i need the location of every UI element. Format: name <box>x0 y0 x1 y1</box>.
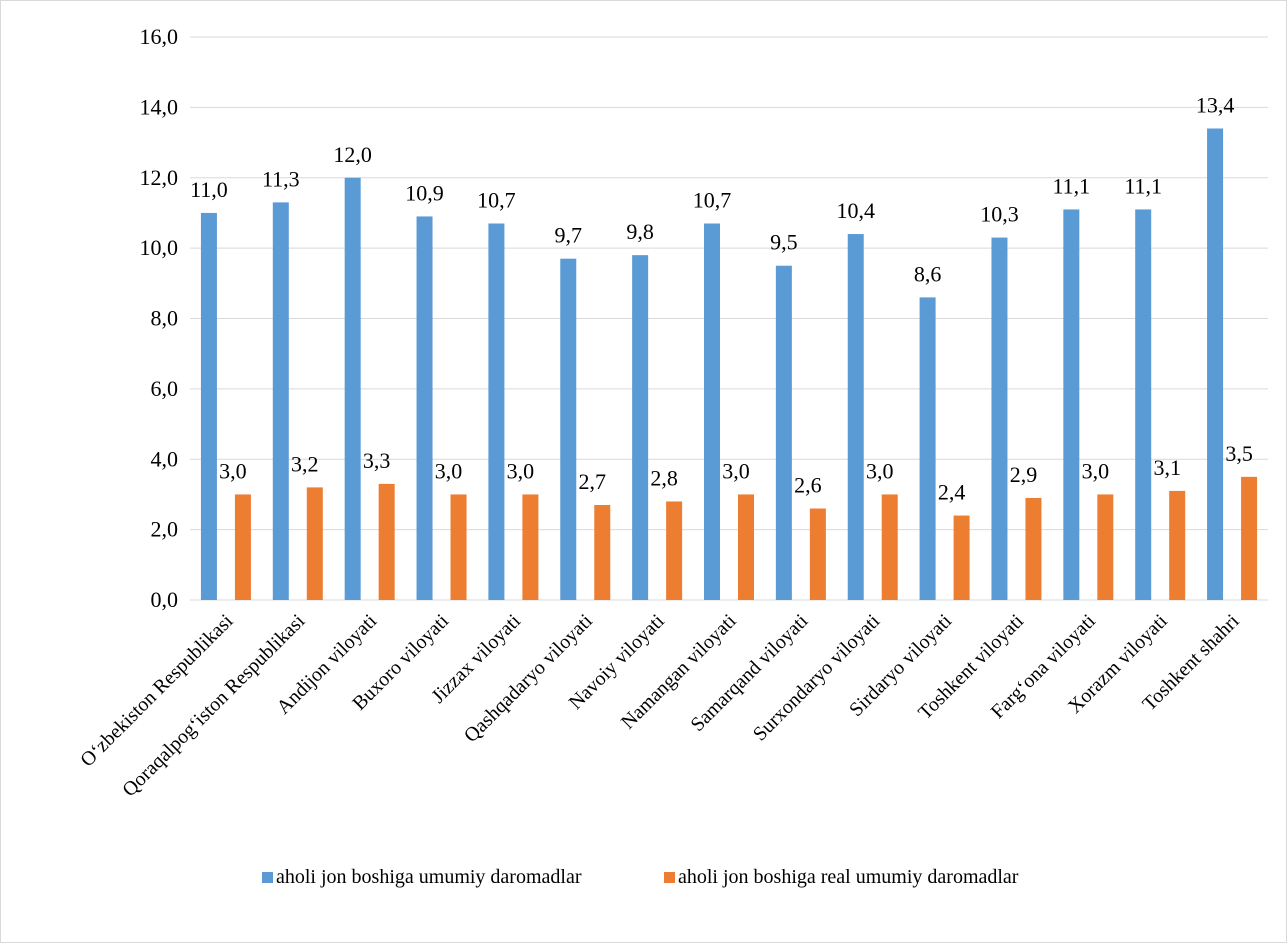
data-labels: 11,0 11,3 12,0 10,9 10,7 9,7 9,8 10,7 9,5 10,4 8,6… <box>190 92 1253 504</box>
bar-real-income <box>809 508 826 600</box>
data-label-real-income: 3,0 <box>435 458 463 483</box>
data-label-total-income: 12,0 <box>333 142 372 167</box>
data-label-real-income: 2,8 <box>650 465 678 490</box>
y-tick-label: 2,0 <box>151 517 179 542</box>
data-label-real-income: 3,3 <box>363 448 391 473</box>
bar-total-income <box>272 202 289 600</box>
bar-total-income <box>1063 209 1080 600</box>
data-label-total-income: 11,1 <box>1052 173 1090 198</box>
bar-total-income <box>1207 128 1224 601</box>
bar-total-income <box>847 234 864 601</box>
data-label-real-income: 3,0 <box>507 458 535 483</box>
y-tick-label: 8,0 <box>151 306 179 331</box>
data-label-real-income: 2,6 <box>794 473 822 498</box>
data-label-total-income: 9,5 <box>770 230 798 255</box>
data-label-total-income: 9,8 <box>626 219 654 244</box>
data-label-total-income: 10,7 <box>477 187 516 212</box>
bar-real-income <box>1241 476 1258 600</box>
legend-swatch <box>664 872 675 883</box>
data-label-total-income: 9,7 <box>555 223 583 248</box>
bar-total-income <box>919 297 936 600</box>
bar-real-income <box>522 494 539 600</box>
data-label-real-income: 3,0 <box>1082 458 1110 483</box>
bar-total-income <box>200 212 217 600</box>
data-label-real-income: 3,0 <box>722 458 750 483</box>
data-label-total-income: 10,9 <box>405 180 444 205</box>
data-label-total-income: 10,4 <box>836 198 875 223</box>
data-label-real-income: 2,7 <box>579 469 607 494</box>
data-label-total-income: 10,7 <box>693 187 732 212</box>
y-tick-label: 12,0 <box>140 165 179 190</box>
bar-total-income <box>632 255 649 600</box>
legend-entry: aholi jon boshiga real umumiy daromadlar <box>678 866 1019 888</box>
data-label-total-income: 8,6 <box>914 261 942 286</box>
x-tick-label: Surxondaryo viloyati <box>749 610 885 746</box>
data-label-total-income: 11,0 <box>190 177 228 202</box>
bar-real-income <box>378 483 395 600</box>
y-tick-label: 16,0 <box>140 24 179 49</box>
data-label-total-income: 13,4 <box>1196 92 1235 117</box>
bar-real-income <box>881 494 898 600</box>
y-tick-label: 6,0 <box>151 376 179 401</box>
bar-total-income <box>416 216 433 601</box>
bar-real-income <box>1169 490 1186 600</box>
bar-total-income <box>991 237 1008 600</box>
bar-real-income <box>234 494 251 600</box>
bar-real-income <box>450 494 467 600</box>
bar-real-income <box>666 501 683 600</box>
bar-real-income <box>1025 497 1042 600</box>
data-label-real-income: 3,1 <box>1153 455 1181 480</box>
data-label-real-income: 3,2 <box>291 451 319 476</box>
legend-entry: aholi jon boshiga umumiy daromadlar <box>276 866 582 888</box>
data-label-total-income: 10,3 <box>980 202 1019 227</box>
legend-swatch <box>262 872 273 883</box>
data-label-real-income: 3,0 <box>219 458 247 483</box>
bar-total-income <box>775 265 792 600</box>
data-label-total-income: 11,3 <box>262 166 300 191</box>
data-label-real-income: 2,4 <box>938 480 966 505</box>
x-tick-label: Qashqadaryo viloyati <box>460 610 597 747</box>
x-axis-tick-labels: O‘zbekiston RespublikasiQoraqalpog‘iston… <box>76 610 1244 801</box>
bar-real-income <box>594 504 611 600</box>
bar-real-income <box>953 515 970 600</box>
y-axis-tick-labels: 0,0 2,0 4,0 6,0 8,0 10,0 12,0 14,0 16,0 <box>140 24 179 612</box>
data-label-real-income: 2,9 <box>1010 462 1038 487</box>
bar-total-income <box>560 258 577 600</box>
y-tick-label: 4,0 <box>151 446 179 471</box>
data-label-total-income: 11,1 <box>1124 173 1162 198</box>
y-tick-label: 10,0 <box>140 235 179 260</box>
bar-total-income <box>1135 209 1152 600</box>
bar-real-income <box>306 487 323 600</box>
bar-total-income <box>704 223 720 600</box>
bars <box>200 128 1258 601</box>
y-tick-label: 14,0 <box>140 94 179 119</box>
bar-total-income <box>488 223 505 600</box>
data-label-real-income: 3,0 <box>866 458 894 483</box>
bar-real-income <box>1097 494 1114 600</box>
legend: aholi jon boshiga umumiy daromadlar aholi… <box>262 866 1019 888</box>
y-tick-label: 0,0 <box>151 587 179 612</box>
bar-real-income <box>738 494 754 600</box>
gridlines <box>190 36 1268 601</box>
data-label-real-income: 3,5 <box>1225 441 1253 466</box>
bar-total-income <box>344 177 361 600</box>
